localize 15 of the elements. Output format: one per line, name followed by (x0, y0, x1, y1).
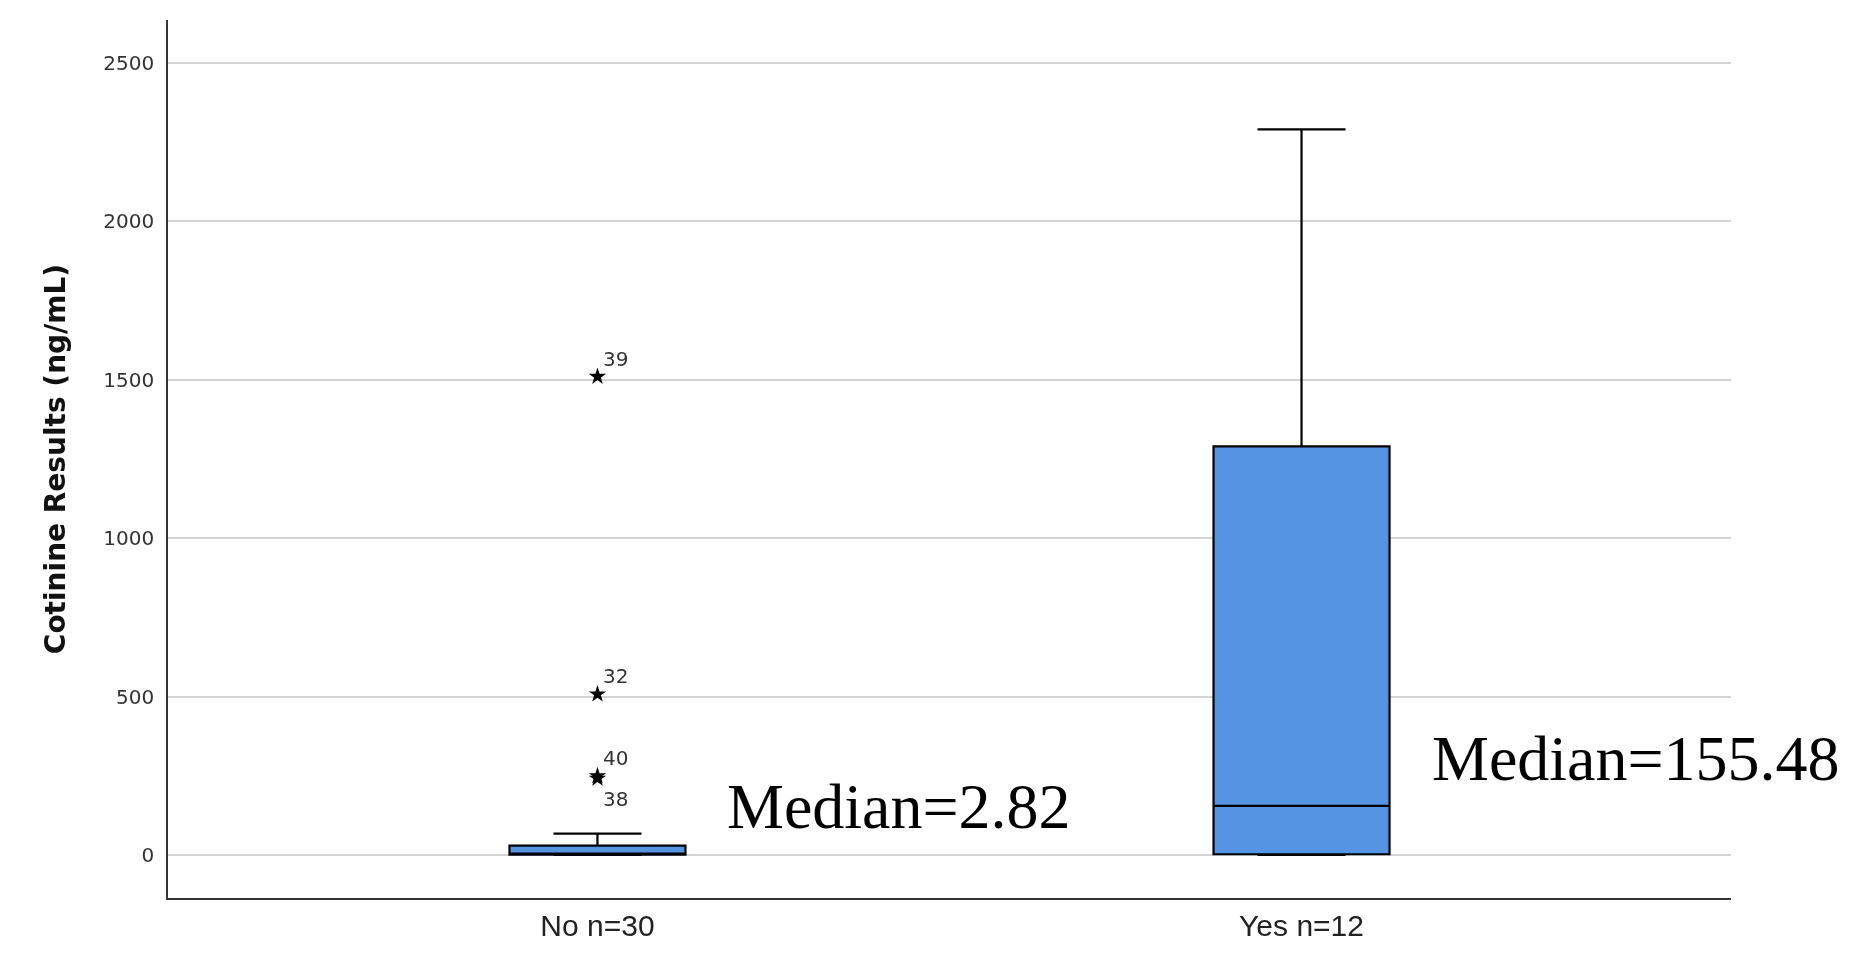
y-tick-label: 1000 (103, 526, 155, 551)
annotation: Median=155.48 (1432, 723, 1840, 794)
annotation: Median=2.82 (727, 771, 1071, 842)
y-tick-label: 2500 (103, 50, 155, 75)
y-tick-label: 500 (116, 684, 155, 709)
annotation: 39 (603, 347, 629, 371)
annotation: 38 (603, 787, 629, 811)
x-tick-label: Yes n=12 (1239, 908, 1364, 942)
y-axis-title: Cotinine Results (ng/mL) (38, 263, 72, 655)
x-tick-label: No n=30 (540, 908, 655, 942)
y-tick-label: 2000 (103, 209, 155, 234)
y-tick-label: 0 (141, 843, 155, 868)
annotation: 40 (603, 746, 629, 770)
annotation: 32 (603, 664, 629, 688)
y-tick-label: 1500 (103, 367, 155, 392)
